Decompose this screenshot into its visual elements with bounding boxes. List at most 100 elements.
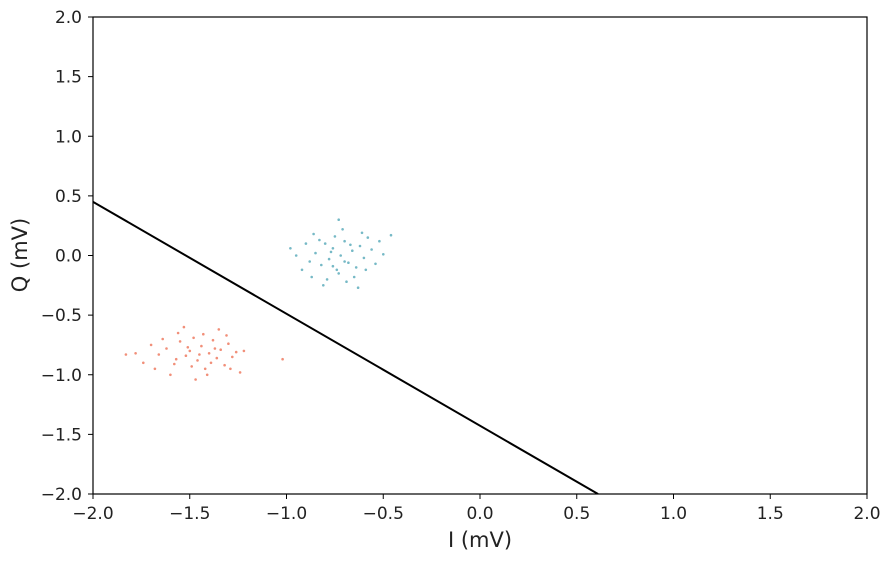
- scatter-point-0-5: [192, 336, 195, 340]
- y-axis-label: Q (mV): [8, 218, 32, 292]
- scatter-point-1-19: [352, 275, 356, 279]
- scatter-point-0-15: [231, 355, 234, 359]
- scatter-point-1-23: [333, 235, 337, 238]
- scatter-point-1-9: [351, 249, 354, 252]
- x-tick-label: 2.0: [853, 504, 880, 524]
- scatter-point-1-15: [304, 242, 308, 245]
- scatter-point-0-16: [234, 350, 238, 354]
- y-tick-label: 0.0: [55, 247, 82, 267]
- scatter-point-1-30: [382, 253, 385, 256]
- scatter-point-0-28: [209, 361, 213, 365]
- scatter-point-1-22: [300, 268, 304, 272]
- y-tick-label: −1.5: [41, 425, 82, 445]
- scatter-point-1-21: [374, 262, 377, 266]
- scatter-point-1-3: [327, 257, 331, 261]
- scatter-point-1-31: [294, 254, 298, 257]
- y-tick-label: −2.0: [41, 485, 82, 505]
- decision-boundary-line: [93, 200, 599, 494]
- scatter-point-1-12: [362, 256, 366, 260]
- scatter-point-0-37: [205, 373, 209, 377]
- scatter-point-1-4: [331, 247, 335, 250]
- scatter-point-0-40: [281, 357, 284, 361]
- scatter-point-0-22: [182, 325, 186, 329]
- scatter-point-1-26: [360, 231, 364, 235]
- scatter-point-0-32: [186, 346, 190, 349]
- y-tick-label: 1.0: [55, 127, 82, 147]
- scatter-point-0-9: [207, 352, 211, 355]
- scatter-point-1-11: [358, 244, 362, 248]
- x-tick-label: 1.5: [757, 504, 784, 524]
- scatter-point-1-35: [364, 268, 368, 272]
- scatter-point-1-5: [335, 268, 339, 272]
- x-tick-label: −0.5: [363, 504, 404, 524]
- scatter-point-0-3: [184, 354, 188, 358]
- x-tick-label: −2.0: [72, 504, 113, 524]
- scatter-point-1-27: [337, 272, 341, 275]
- y-tick-label: 2.0: [55, 8, 82, 28]
- scatter-point-0-23: [238, 371, 242, 374]
- plot-frame: [92, 16, 868, 495]
- scatter-point-1-10: [354, 266, 358, 269]
- scatter-point-1-37: [378, 239, 381, 243]
- scatter-point-0-21: [217, 328, 221, 331]
- scatter-point-0-25: [202, 332, 205, 336]
- x-tick-label: −1.0: [266, 504, 307, 524]
- scatter-point-0-8: [203, 367, 207, 371]
- y-tick-label: −0.5: [41, 306, 82, 326]
- scatter-point-0-19: [169, 373, 172, 377]
- scatter-point-1-6: [339, 254, 343, 257]
- scatter-point-0-33: [213, 347, 217, 350]
- x-tick-label: 0.0: [466, 504, 493, 524]
- scatter-point-0-13: [223, 363, 226, 367]
- y-tick-label: −1.0: [41, 366, 82, 386]
- scatter-point-1-17: [325, 278, 329, 281]
- scatter-point-1-0: [314, 251, 317, 255]
- scatter-point-1-16: [312, 232, 315, 236]
- scatter-point-0-6: [196, 359, 199, 362]
- scatter-point-1-38: [343, 260, 346, 263]
- scatter-point-0-18: [149, 343, 153, 347]
- scatter-point-0-39: [153, 367, 157, 371]
- scatter-point-1-33: [356, 286, 360, 290]
- scatter-point-1-39: [331, 264, 335, 268]
- scatter-point-1-20: [370, 248, 373, 251]
- scatter-point-0-31: [198, 353, 201, 356]
- scatter-point-1-28: [329, 250, 333, 254]
- scatter-point-1-8: [347, 261, 350, 265]
- scatter-point-0-34: [242, 349, 246, 353]
- scatter-point-1-36: [310, 275, 314, 279]
- scatter-point-0-0: [165, 347, 168, 350]
- scatter-point-0-36: [176, 331, 180, 335]
- scatter-point-0-4: [188, 349, 192, 353]
- y-tick-label: 1.5: [55, 68, 82, 88]
- plot-area: [93, 200, 599, 494]
- scatter-point-1-13: [366, 236, 370, 239]
- scatter-point-0-30: [161, 337, 164, 341]
- scatter-point-0-35: [134, 352, 137, 355]
- scatter-point-0-12: [219, 348, 222, 352]
- scatter-point-0-26: [174, 357, 178, 361]
- scatter-point-1-32: [322, 284, 325, 287]
- scatter-point-0-7: [200, 344, 203, 348]
- scatter-point-1-34: [337, 218, 341, 221]
- scatter-point-1-40: [389, 233, 393, 237]
- tick-marks: −2.0 −1.5 −1.0 −0.5 0.0 0.5 1.0 1.5 2.0 −2.0 −1.5 −…: [41, 8, 881, 524]
- y-tick-label: 0.5: [55, 187, 82, 207]
- scatter-point-0-17: [157, 353, 161, 356]
- scatter-point-0-1: [173, 362, 176, 366]
- scatter-point-0-41: [124, 353, 128, 356]
- scatter-point-1-25: [318, 238, 321, 242]
- scatter-point-0-10: [211, 338, 215, 342]
- scatter-point-0-11: [215, 356, 219, 360]
- scatter-point-1-24: [345, 280, 348, 284]
- scatter-point-0-29: [225, 334, 228, 337]
- x-tick-label: 1.0: [660, 504, 687, 524]
- scatter-point-0-2: [178, 340, 182, 343]
- scatter-point-0-24: [142, 361, 145, 365]
- scatter-point-1-1: [320, 263, 323, 267]
- scatter-point-1-2: [323, 242, 327, 245]
- scatter-point-0-14: [227, 342, 230, 346]
- scatter-point-0-20: [194, 378, 197, 381]
- x-axis-label: I (mV): [448, 528, 512, 552]
